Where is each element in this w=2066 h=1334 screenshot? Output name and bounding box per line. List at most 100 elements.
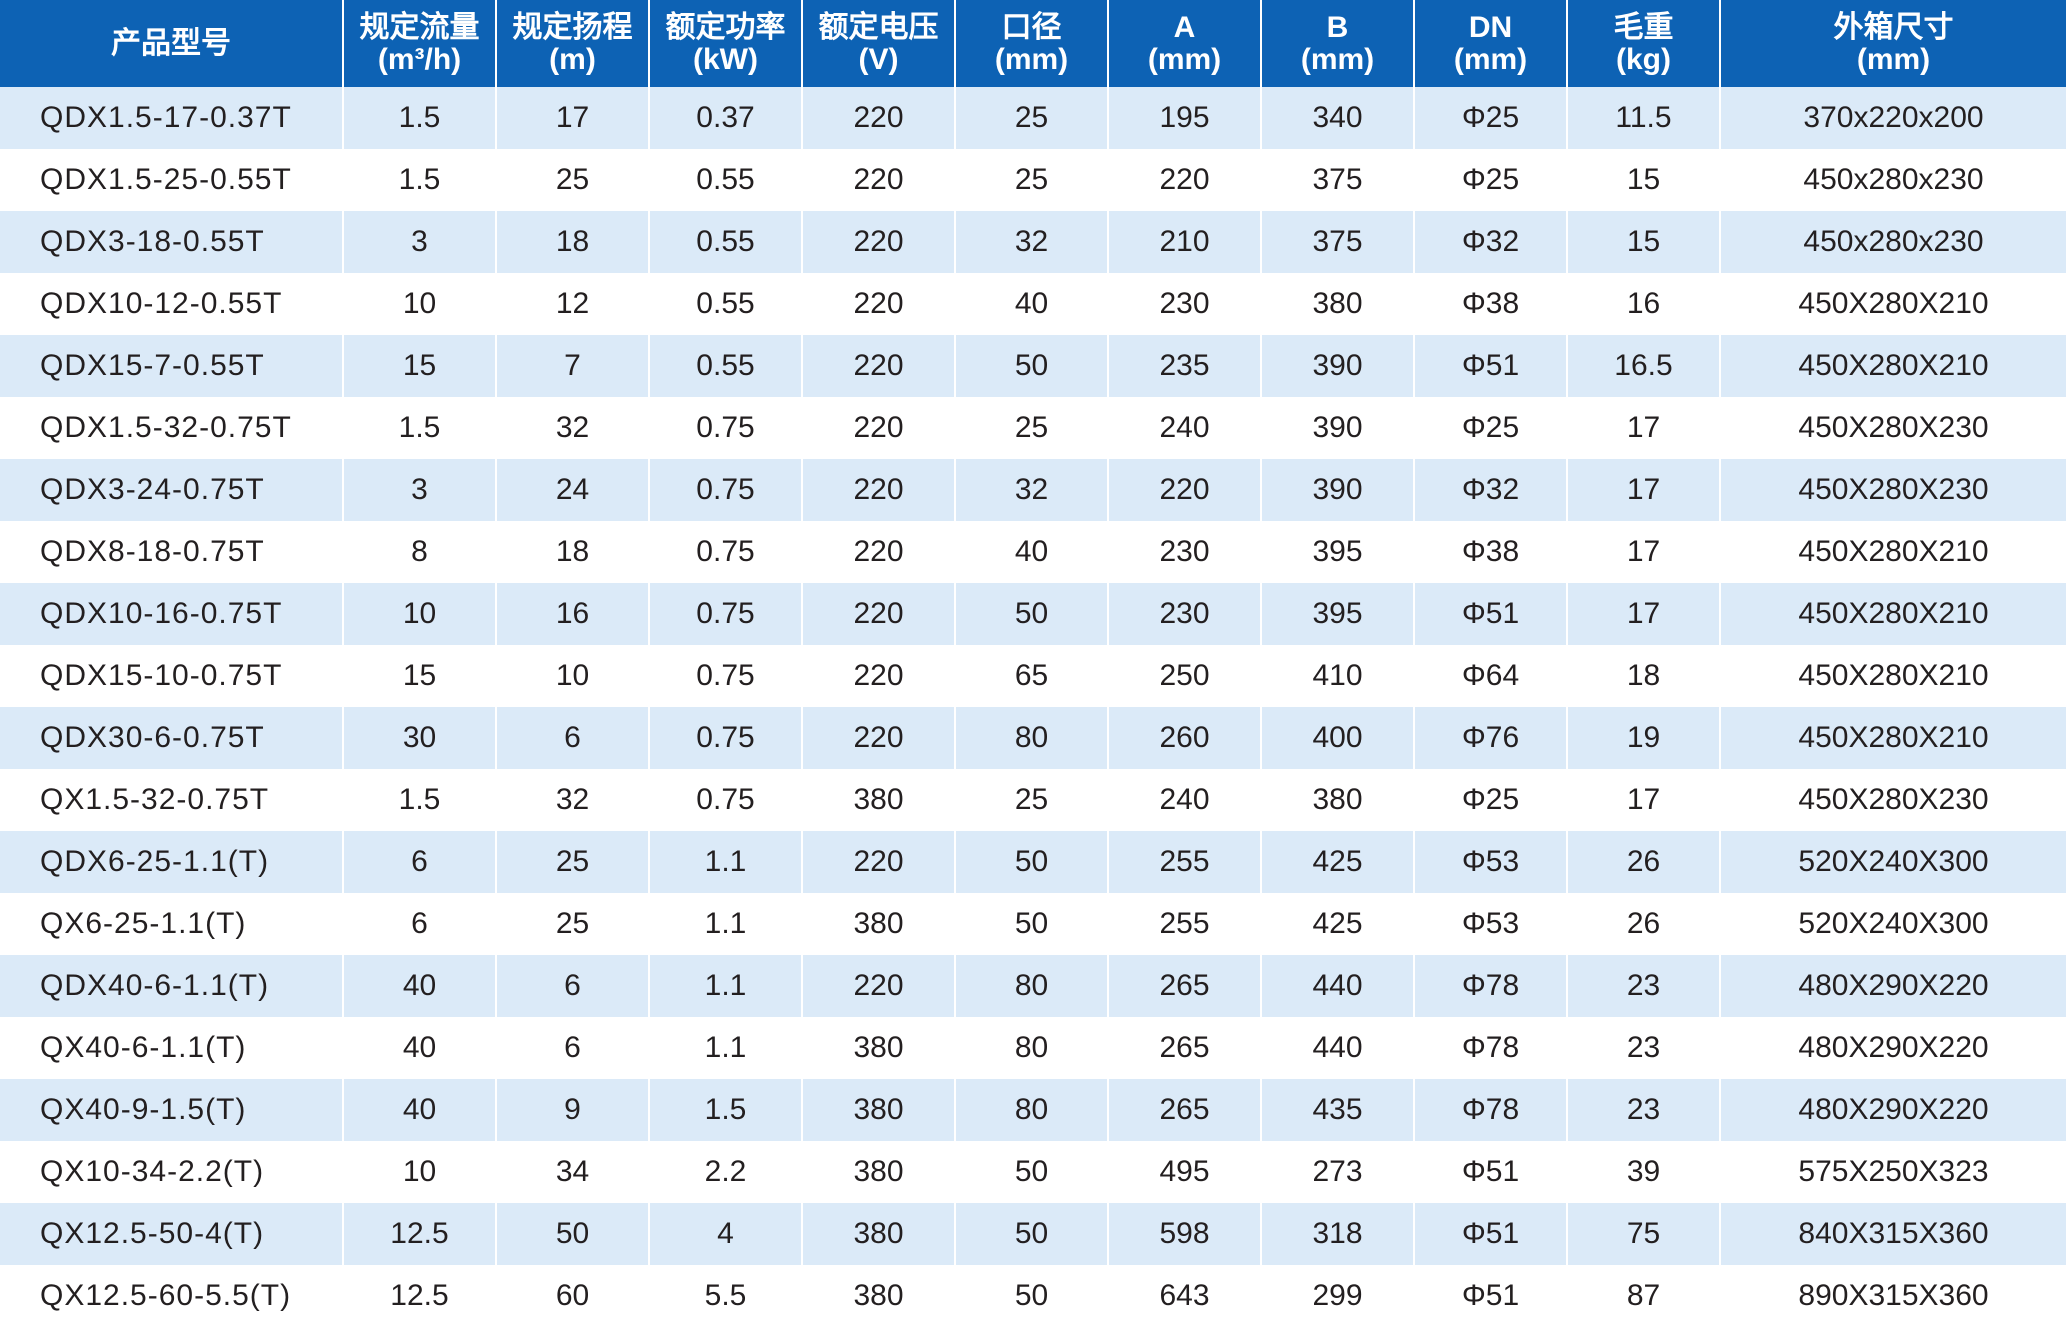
flow-cell: 6 <box>343 893 497 955</box>
dim-b-cell: 440 <box>1261 955 1415 1017</box>
caliber-cell: 50 <box>955 583 1109 645</box>
weight-cell: 26 <box>1567 893 1721 955</box>
dim-b-cell: 400 <box>1261 707 1415 769</box>
dn-cell: Φ53 <box>1414 831 1568 893</box>
voltage-cell: 220 <box>802 397 956 459</box>
dim-a-cell: 220 <box>1108 149 1262 211</box>
flow-cell: 6 <box>343 831 497 893</box>
table-row: QDX15-7-0.55T 15 7 0.55 220 50 235 390 Φ51 16.5 45… <box>0 335 2066 397</box>
column-header-unit: (kg) <box>1616 42 1671 76</box>
carton-size-header: 外箱尺寸 (mm) <box>1720 0 2066 87</box>
dim-b-cell: 390 <box>1261 459 1415 521</box>
head-cell: 32 <box>496 397 650 459</box>
head-cell: 34 <box>496 1141 650 1203</box>
model-cell: QX12.5-60-5.5(T) <box>0 1265 344 1327</box>
dn-header: DN (mm) <box>1414 0 1568 87</box>
power-cell: 0.75 <box>649 397 803 459</box>
model-cell: QDX1.5-17-0.37T <box>0 87 344 149</box>
column-header-label: 规定流量 <box>359 10 480 44</box>
model-cell: QDX15-10-0.75T <box>0 645 344 707</box>
caliber-cell: 80 <box>955 1079 1109 1141</box>
model-cell: QX40-6-1.1(T) <box>0 1017 344 1079</box>
power-cell: 1.5 <box>649 1079 803 1141</box>
carton-size-cell: 840X315X360 <box>1720 1203 2066 1265</box>
flow-cell: 1.5 <box>343 397 497 459</box>
dim-a-cell: 255 <box>1108 893 1262 955</box>
caliber-cell: 25 <box>955 87 1109 149</box>
carton-size-cell: 450X280X210 <box>1720 707 2066 769</box>
carton-size-cell: 370x220x200 <box>1720 87 2066 149</box>
dn-cell: Φ76 <box>1414 707 1568 769</box>
dn-cell: Φ64 <box>1414 645 1568 707</box>
flow-cell: 1.5 <box>343 769 497 831</box>
dim-a-cell: 598 <box>1108 1203 1262 1265</box>
weight-cell: 23 <box>1567 1017 1721 1079</box>
voltage-cell: 380 <box>802 1017 956 1079</box>
weight-header: 毛重 (kg) <box>1567 0 1721 87</box>
power-cell: 0.75 <box>649 707 803 769</box>
voltage-cell: 220 <box>802 521 956 583</box>
dim-a-cell: 220 <box>1108 459 1262 521</box>
caliber-cell: 50 <box>955 335 1109 397</box>
power-cell: 1.1 <box>649 1017 803 1079</box>
carton-size-cell: 450X280X230 <box>1720 459 2066 521</box>
model-cell: QDX10-16-0.75T <box>0 583 344 645</box>
column-header-label: A <box>1173 10 1196 44</box>
carton-size-cell: 520X240X300 <box>1720 893 2066 955</box>
model-header: 产品型号 <box>0 0 344 87</box>
header-row: 产品型号 规定流量 (m³/h) 规定扬程 (m) 额定功率 (kW) 额定电压 (V) 口径 (m… <box>0 0 2066 87</box>
dim-b-cell: 435 <box>1261 1079 1415 1141</box>
caliber-cell: 25 <box>955 149 1109 211</box>
dim-b-cell: 380 <box>1261 273 1415 335</box>
table-row: QX12.5-60-5.5(T) 12.5 60 5.5 380 50 643 299 Φ51 8… <box>0 1265 2066 1327</box>
model-cell: QDX8-18-0.75T <box>0 521 344 583</box>
head-cell: 6 <box>496 1017 650 1079</box>
caliber-cell: 50 <box>955 1203 1109 1265</box>
model-cell: QDX10-12-0.55T <box>0 273 344 335</box>
table-row: QDX3-24-0.75T 3 24 0.75 220 32 220 390 Φ32 17 450X… <box>0 459 2066 521</box>
head-cell: 7 <box>496 335 650 397</box>
power-cell: 1.1 <box>649 893 803 955</box>
weight-cell: 75 <box>1567 1203 1721 1265</box>
power-cell: 0.75 <box>649 583 803 645</box>
voltage-cell: 380 <box>802 769 956 831</box>
power-cell: 5.5 <box>649 1265 803 1327</box>
weight-cell: 26 <box>1567 831 1721 893</box>
column-header-unit: (V) <box>858 42 899 76</box>
voltage-cell: 220 <box>802 707 956 769</box>
power-header: 额定功率 (kW) <box>649 0 803 87</box>
column-header-label: B <box>1326 10 1349 44</box>
weight-cell: 17 <box>1567 583 1721 645</box>
flow-cell: 10 <box>343 583 497 645</box>
table-row: QDX10-12-0.55T 10 12 0.55 220 40 230 380 Φ38 16 45… <box>0 273 2066 335</box>
power-cell: 1.1 <box>649 831 803 893</box>
head-cell: 9 <box>496 1079 650 1141</box>
table-row: QDX15-10-0.75T 15 10 0.75 220 65 250 410 Φ64 18 45… <box>0 645 2066 707</box>
carton-size-cell: 480X290X220 <box>1720 1017 2066 1079</box>
flow-cell: 10 <box>343 273 497 335</box>
carton-size-cell: 450X280X210 <box>1720 273 2066 335</box>
power-cell: 0.55 <box>649 149 803 211</box>
head-cell: 32 <box>496 769 650 831</box>
head-cell: 50 <box>496 1203 650 1265</box>
head-cell: 10 <box>496 645 650 707</box>
carton-size-cell: 450X280X210 <box>1720 645 2066 707</box>
model-cell: QDX1.5-25-0.55T <box>0 149 344 211</box>
weight-cell: 17 <box>1567 521 1721 583</box>
column-header-label: 额定功率 <box>665 10 786 44</box>
voltage-cell: 220 <box>802 645 956 707</box>
table-row: QX1.5-32-0.75T 1.5 32 0.75 380 25 240 380 Φ25 17 4… <box>0 769 2066 831</box>
caliber-cell: 32 <box>955 459 1109 521</box>
dim-b-cell: 410 <box>1261 645 1415 707</box>
dim-b-header: B (mm) <box>1261 0 1415 87</box>
flow-cell: 1.5 <box>343 87 497 149</box>
dn-cell: Φ38 <box>1414 273 1568 335</box>
voltage-cell: 220 <box>802 831 956 893</box>
column-header-unit: (mm) <box>1453 42 1528 76</box>
dn-cell: Φ38 <box>1414 521 1568 583</box>
dn-cell: Φ51 <box>1414 1265 1568 1327</box>
weight-cell: 11.5 <box>1567 87 1721 149</box>
head-cell: 25 <box>496 149 650 211</box>
caliber-cell: 25 <box>955 397 1109 459</box>
head-cell: 18 <box>496 211 650 273</box>
